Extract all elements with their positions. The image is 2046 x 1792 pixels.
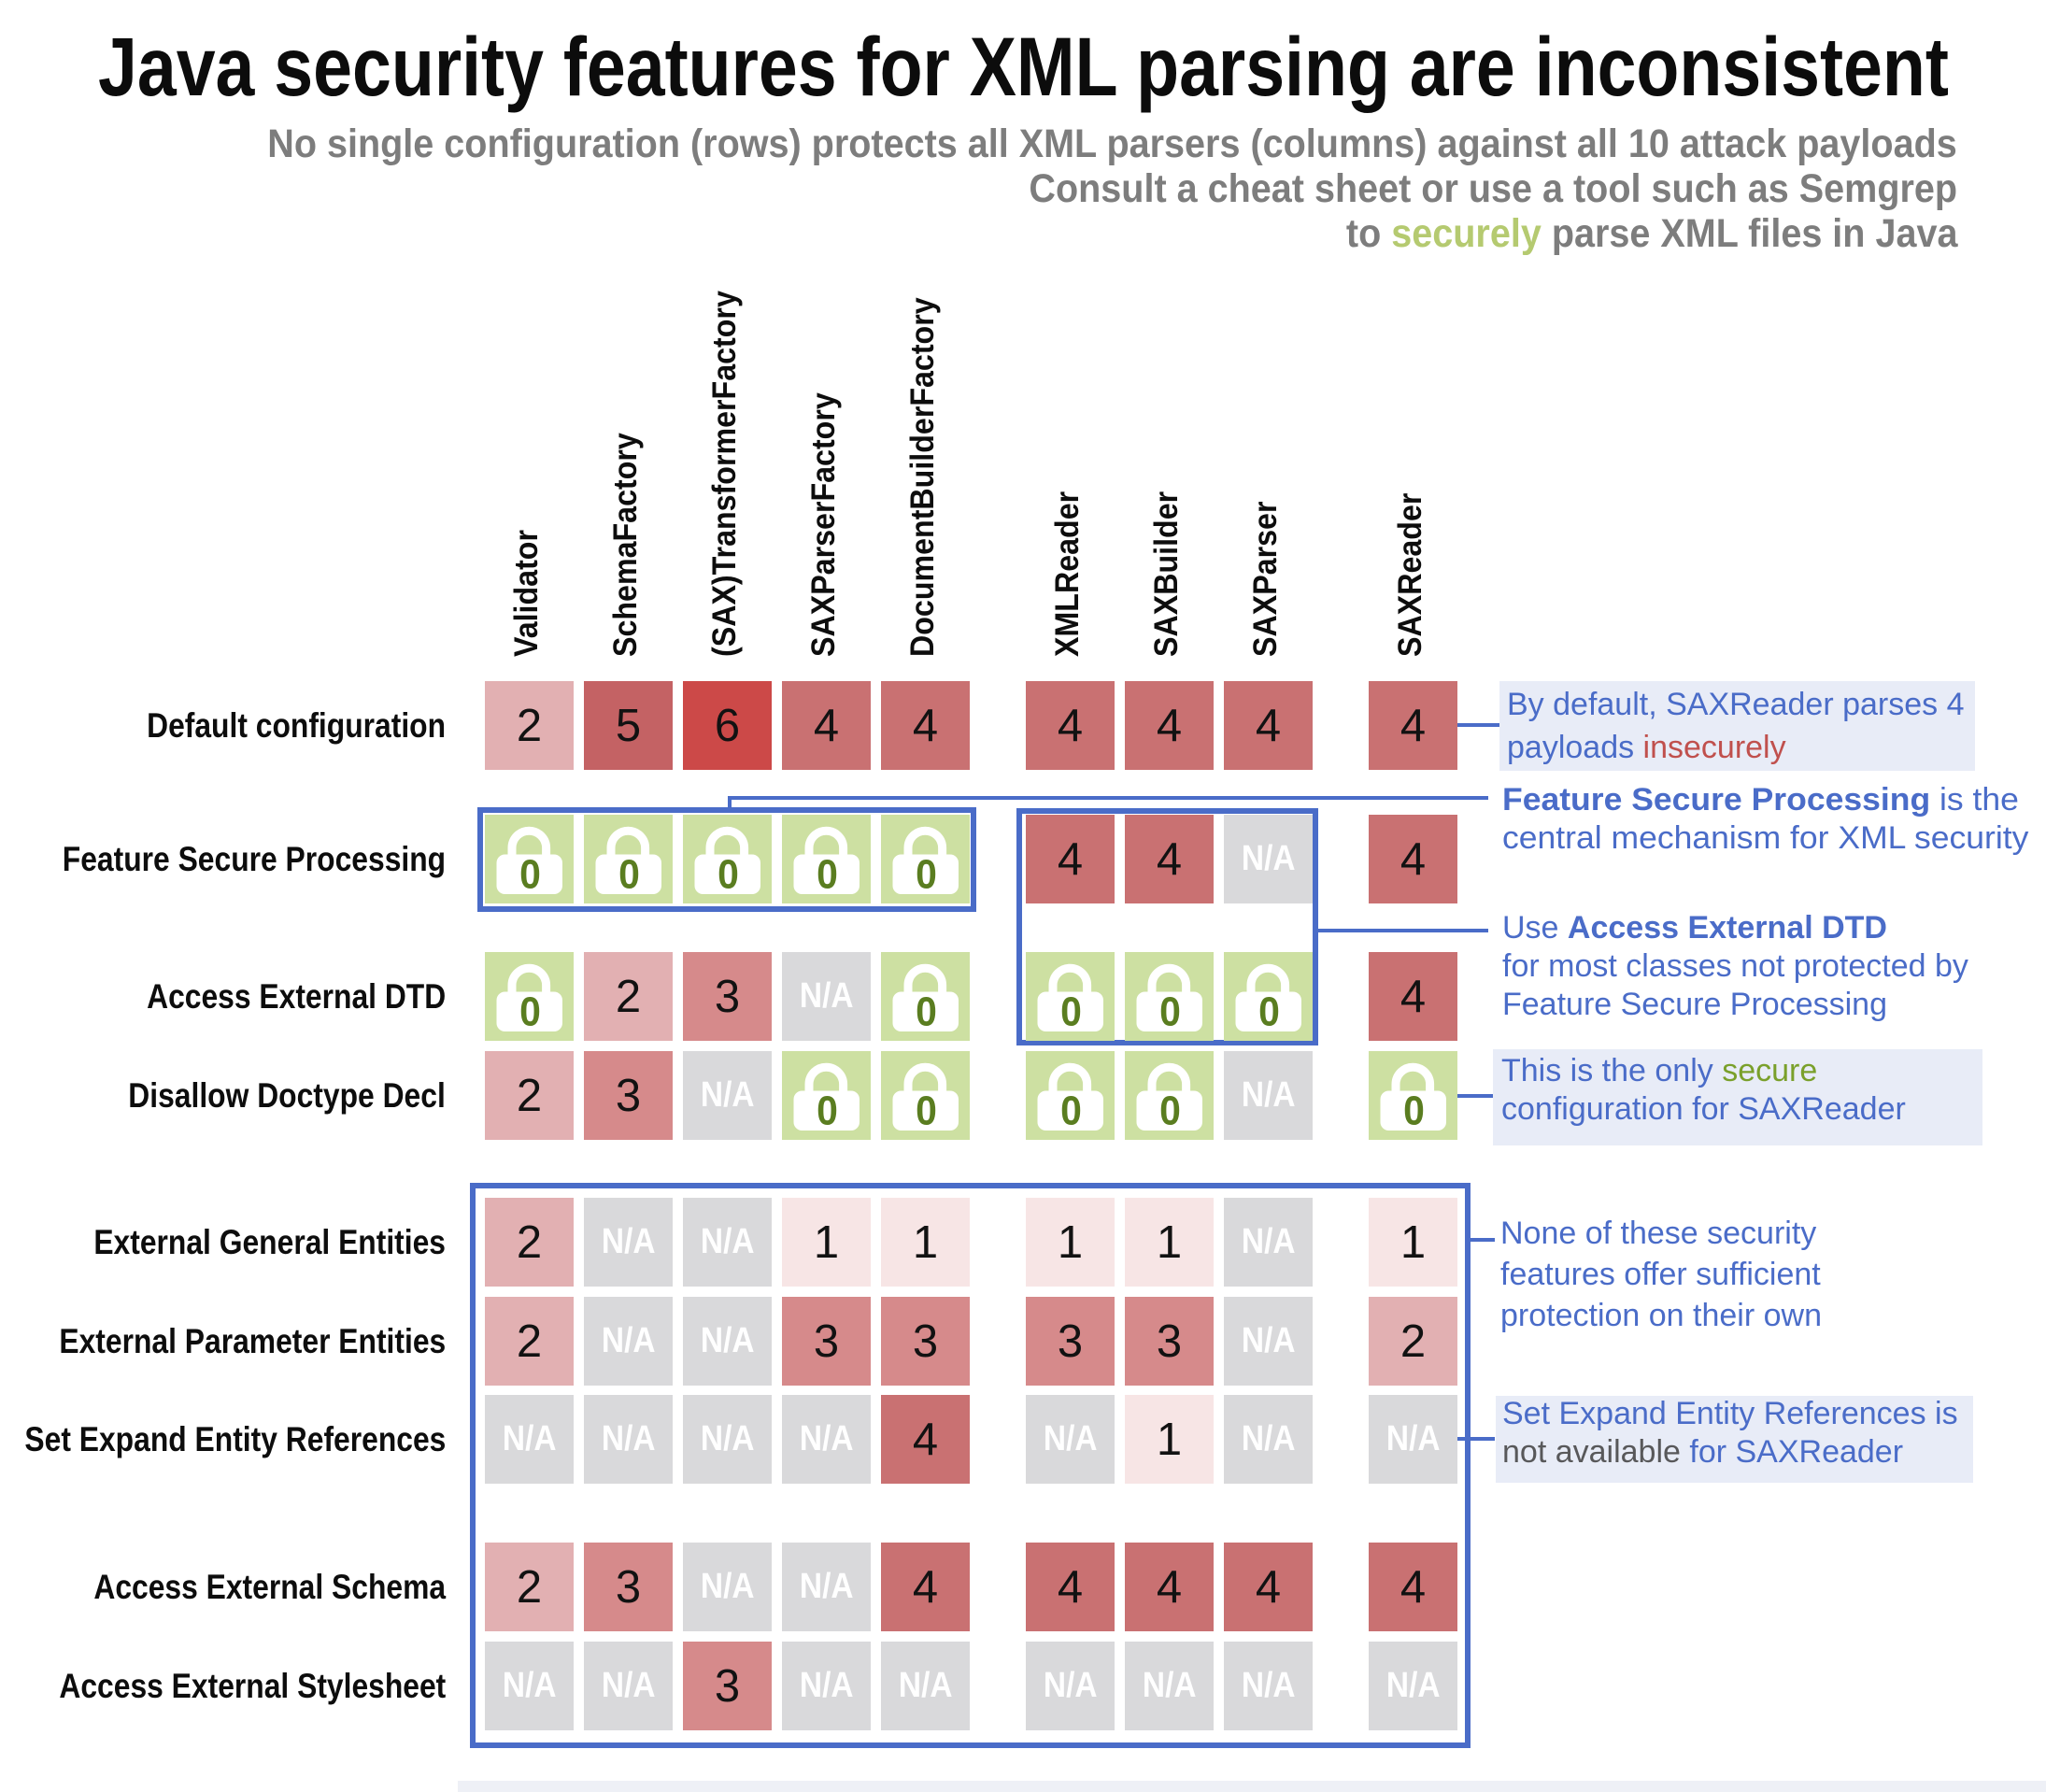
svg-text:0: 0 [817,852,838,898]
svg-text:0: 0 [817,1088,838,1134]
svg-text:0: 0 [1159,989,1181,1035]
svg-text:0: 0 [916,1088,937,1134]
svg-text:0: 0 [1060,989,1082,1035]
svg-text:0: 0 [1258,989,1280,1035]
svg-text:0: 0 [916,989,937,1035]
svg-text:0: 0 [1060,1088,1082,1134]
svg-text:0: 0 [1403,1088,1425,1134]
svg-text:0: 0 [916,852,937,898]
svg-text:0: 0 [718,852,739,898]
svg-text:0: 0 [519,852,541,898]
svg-text:0: 0 [1159,1088,1181,1134]
svg-text:0: 0 [519,989,541,1035]
svg-text:0: 0 [618,852,640,898]
